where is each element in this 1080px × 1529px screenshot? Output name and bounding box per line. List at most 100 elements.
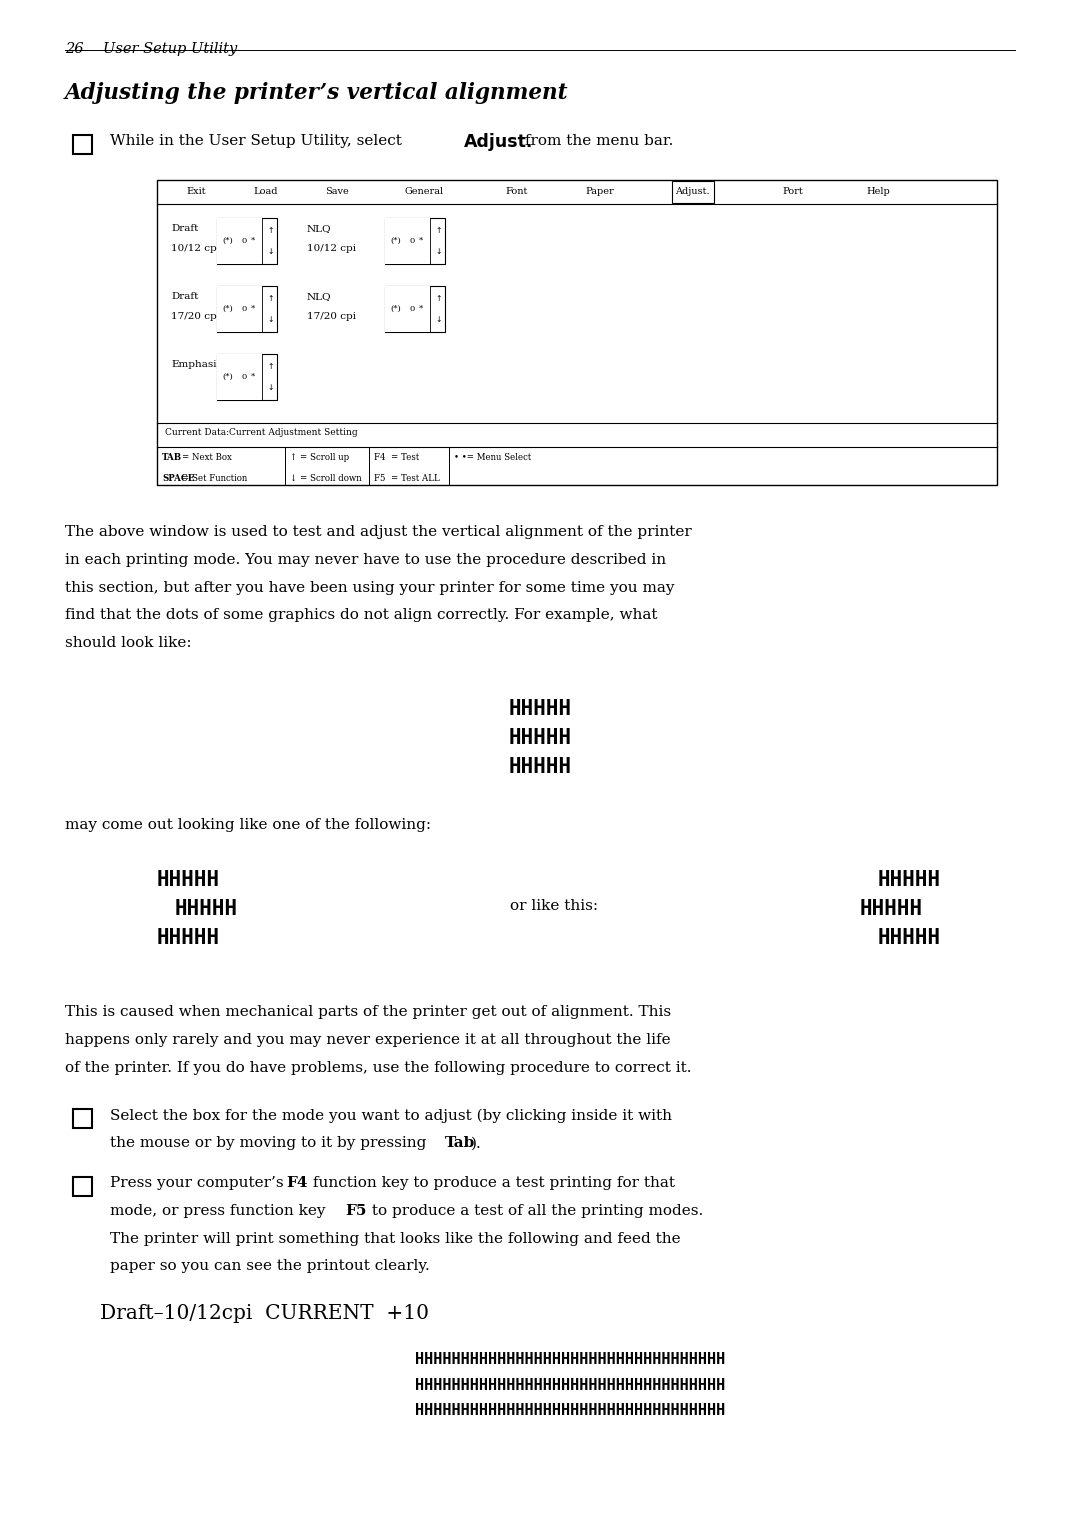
Text: 0: 0 [409, 237, 415, 245]
Bar [217, 286, 276, 332]
Bar [73, 135, 92, 154]
Text: *: * [419, 304, 423, 313]
Text: Current Adjustment Setting: Current Adjustment Setting [229, 428, 357, 437]
Text: This is caused when mechanical parts of the printer get out of alignment. This: This is caused when mechanical parts of … [65, 1005, 671, 1018]
Text: *: * [251, 373, 255, 381]
Text: Tab: Tab [445, 1136, 475, 1150]
Text: Font: Font [505, 188, 528, 197]
Text: *: * [419, 237, 423, 245]
Bar [73, 1177, 92, 1196]
Text: 0: 0 [409, 304, 415, 313]
Text: F4  = Test: F4 = Test [374, 453, 419, 462]
Text: to produce a test of all the printing modes.: to produce a test of all the printing mo… [367, 1203, 703, 1217]
Text: Emphasize: Emphasize [171, 359, 228, 368]
Text: ↑ = Scroll up: ↑ = Scroll up [291, 453, 349, 462]
Text: HHHHHHHHHHHHHHHHHHHHHHHHHHHHHHHHHH: HHHHHHHHHHHHHHHHHHHHHHHHHHHHHHHHHH [415, 1352, 725, 1367]
Text: 10/12 cpi: 10/12 cpi [171, 245, 220, 252]
Bar [73, 1110, 92, 1128]
Text: 10/12 cpi: 10/12 cpi [307, 245, 356, 252]
Text: in each printing mode. You may never have to use the procedure described in: in each printing mode. You may never hav… [65, 553, 666, 567]
Text: Exit: Exit [187, 188, 206, 197]
Text: 17/20 cpi: 17/20 cpi [171, 312, 220, 321]
Text: Adjust.: Adjust. [464, 133, 534, 151]
Bar [217, 286, 262, 332]
Text: (*): (*) [222, 373, 233, 381]
Text: this section, but after you have been using your printer for some time you may: this section, but after you have been us… [65, 581, 675, 595]
Text: SPACE: SPACE [162, 474, 194, 483]
Bar [672, 180, 714, 203]
Text: HHHHH: HHHHH [878, 870, 941, 890]
Text: should look like:: should look like: [65, 636, 191, 650]
Text: (*): (*) [222, 304, 233, 313]
Text: find that the dots of some graphics do not align correctly. For example, what: find that the dots of some graphics do n… [65, 609, 658, 622]
Text: may come out looking like one of the following:: may come out looking like one of the fol… [65, 818, 431, 832]
Text: HHHHH: HHHHH [860, 899, 923, 919]
Text: Draft: Draft [171, 225, 199, 232]
Text: paper so you can see the printout clearly.: paper so you can see the printout clearl… [110, 1260, 430, 1274]
Text: ↑: ↑ [268, 362, 274, 372]
Text: 0: 0 [241, 373, 246, 381]
Bar [384, 219, 445, 265]
Text: ↓: ↓ [268, 315, 274, 324]
Text: Adjust.: Adjust. [675, 188, 710, 197]
Text: Load: Load [254, 188, 279, 197]
Text: Draft–10/12cpi  CURRENT  +10: Draft–10/12cpi CURRENT +10 [100, 1304, 429, 1324]
Text: Select the box for the mode you want to adjust (by clicking inside it with: Select the box for the mode you want to … [110, 1109, 672, 1122]
Text: ↑: ↑ [435, 295, 442, 303]
Text: HHHHH: HHHHH [157, 870, 220, 890]
Text: Port: Port [783, 188, 804, 197]
Text: HHHHH: HHHHH [157, 928, 220, 948]
Text: ↑: ↑ [435, 226, 442, 235]
Bar [217, 219, 276, 265]
Text: While in the User Setup Utility, select: While in the User Setup Utility, select [110, 135, 407, 148]
Text: = Set Function: = Set Function [183, 474, 247, 483]
Bar [217, 219, 262, 265]
Text: The above window is used to test and adjust the vertical alignment of the printe: The above window is used to test and adj… [65, 524, 692, 540]
Text: 17/20 cpi: 17/20 cpi [307, 312, 356, 321]
Text: HHHHHHHHHHHHHHHHHHHHHHHHHHHHHHHHHH: HHHHHHHHHHHHHHHHHHHHHHHHHHHHHHHHHH [415, 1404, 725, 1419]
Text: ↑: ↑ [268, 226, 274, 235]
Text: Paper: Paper [585, 188, 615, 197]
Bar [384, 286, 430, 332]
Text: happens only rarely and you may never experience it at all throughout the life: happens only rarely and you may never ex… [65, 1032, 671, 1047]
Text: mode, or press function key: mode, or press function key [110, 1203, 330, 1217]
Text: NLQ: NLQ [307, 292, 332, 301]
Text: = Next Box: = Next Box [183, 453, 232, 462]
Text: ↓: ↓ [435, 246, 442, 255]
Text: HHHHH: HHHHH [509, 728, 571, 748]
Text: ↓ = Scroll down: ↓ = Scroll down [291, 474, 362, 483]
Text: the mouse or by moving to it by pressing: the mouse or by moving to it by pressing [110, 1136, 431, 1150]
Text: Save: Save [325, 188, 349, 197]
Text: HHHHH: HHHHH [878, 928, 941, 948]
Bar [384, 286, 445, 332]
Text: General: General [405, 188, 444, 197]
Bar [384, 219, 430, 265]
Bar [157, 180, 997, 485]
Text: ↓: ↓ [268, 382, 274, 391]
Text: (*): (*) [390, 237, 401, 245]
Text: F4: F4 [286, 1176, 308, 1190]
Text: (*): (*) [222, 237, 233, 245]
Text: *: * [251, 237, 255, 245]
Text: F5  = Test ALL: F5 = Test ALL [374, 474, 440, 483]
Text: 26: 26 [65, 41, 83, 57]
Text: HHHHH: HHHHH [509, 757, 571, 777]
Text: F5: F5 [345, 1203, 366, 1217]
Text: HHHHH: HHHHH [175, 899, 238, 919]
Text: Help: Help [867, 188, 891, 197]
Text: *: * [251, 304, 255, 313]
Text: function key to produce a test printing for that: function key to produce a test printing … [308, 1176, 675, 1190]
Text: HHHHHHHHHHHHHHHHHHHHHHHHHHHHHHHHHH: HHHHHHHHHHHHHHHHHHHHHHHHHHHHHHHHHH [415, 1378, 725, 1393]
Text: (*): (*) [390, 304, 401, 313]
Text: of the printer. If you do have problems, use the following procedure to correct : of the printer. If you do have problems,… [65, 1061, 691, 1075]
Text: NLQ: NLQ [307, 225, 332, 232]
Text: ↓: ↓ [435, 315, 442, 324]
Text: 0: 0 [241, 237, 246, 245]
Text: from the menu bar.: from the menu bar. [519, 135, 673, 148]
Text: Adjusting the printer’s vertical alignment: Adjusting the printer’s vertical alignme… [65, 83, 568, 104]
Text: • •= Menu Select: • •= Menu Select [454, 453, 531, 462]
Text: Draft: Draft [171, 292, 199, 301]
Text: ↓: ↓ [268, 246, 274, 255]
Text: Press your computer’s: Press your computer’s [110, 1176, 288, 1190]
Text: HHHHH: HHHHH [509, 699, 571, 719]
